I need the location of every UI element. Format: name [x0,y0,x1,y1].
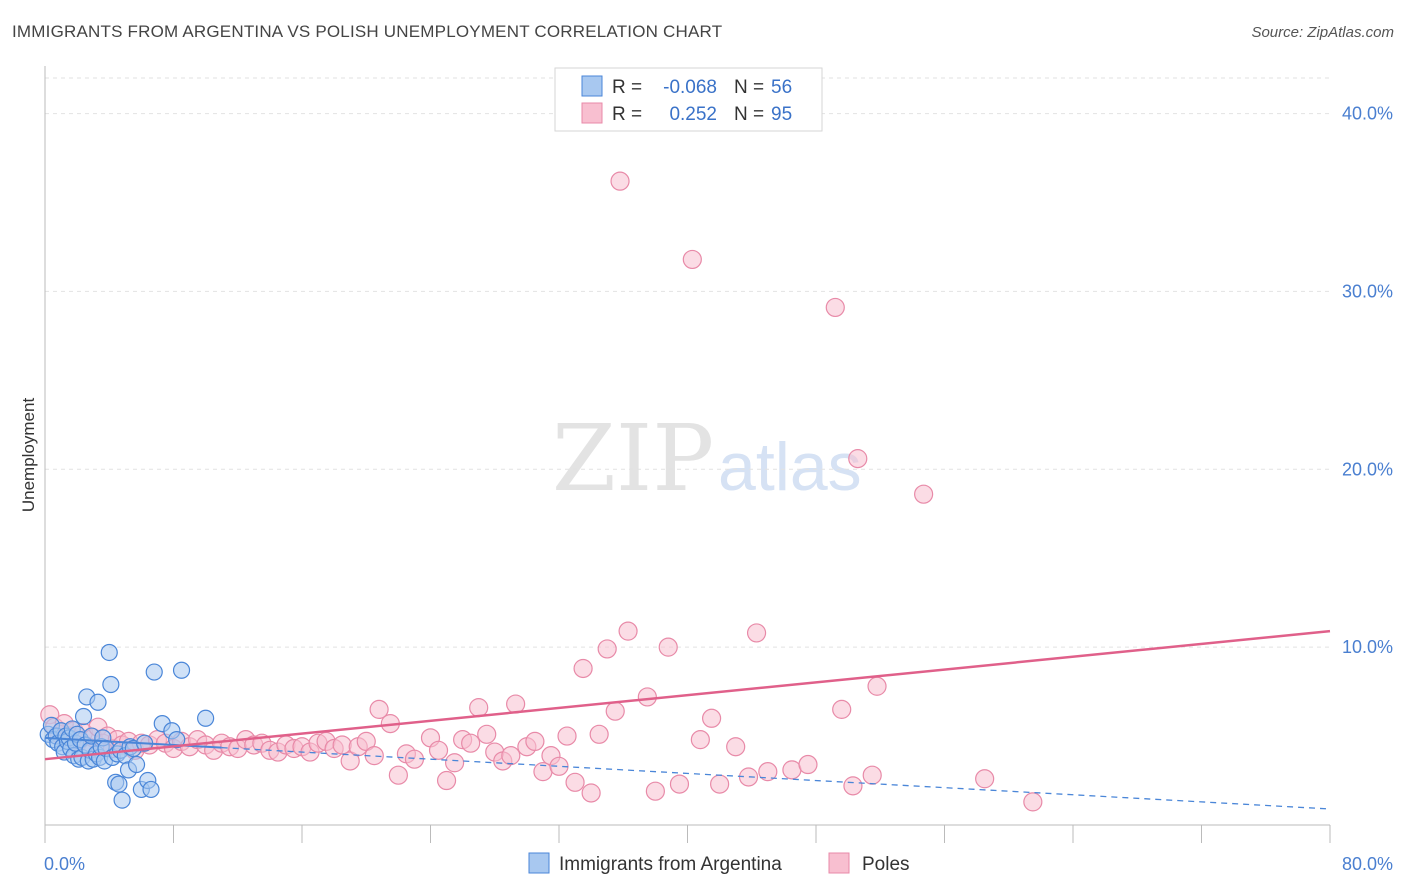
y-tick-labels: 10.0% 20.0% 30.0% 40.0% [1342,104,1393,658]
poles-point-86 [710,774,730,794]
poles-point-98 [867,676,887,696]
y-tick-label-3: 40.0% [1342,104,1393,124]
series-legend-label-poles: Poles [862,854,910,875]
poles-point-93 [825,297,845,318]
poles-point-83 [682,249,702,270]
legend-n-value-argentina: 56 [771,77,792,98]
poles-point-99 [914,484,934,504]
poles-point-82 [669,774,690,794]
poles-point-50 [388,765,408,785]
poles-point-43 [332,735,352,755]
poles-point-60 [477,724,497,744]
legend-r-label-poles: R = [612,104,642,125]
gridlines [45,77,1330,648]
argentina-point-19 [74,707,93,726]
legend-n-label-argentina: N = [734,77,764,98]
series-legend-swatch-poles [828,852,850,874]
poles-point-59 [469,698,489,718]
series-legend-swatch-argentina [528,852,550,874]
argentina-point-55 [197,709,215,727]
poles-point-73 [581,783,601,803]
poles-point-84 [690,730,710,750]
poles-point-85 [701,708,722,728]
source-label: Source: ZipAtlas.com [1251,24,1394,41]
axes [44,66,1331,843]
poles-point-74 [589,724,609,744]
poles-point-75 [597,639,617,659]
poles-point-81 [658,637,678,657]
argentina-point-54 [172,661,191,679]
argentina-point-33 [100,643,118,662]
legend-swatch-argentina [581,75,603,97]
poles-point-77 [610,171,630,191]
poles-point-79 [637,687,657,707]
poles-point-92 [798,754,818,775]
legend-n-value-poles: 95 [771,104,792,125]
legend-n-label-poles: N = [734,104,764,125]
poles-point-90 [758,762,778,782]
y-axis-label: Unemployment [19,398,38,513]
series-legend-label-argentina: Immigrants from Argentina [559,854,782,875]
poles-point-80 [645,781,665,801]
poles-point-64 [506,694,526,714]
trend-lines [44,629,1331,810]
legend-r-value-poles: 0.252 [669,104,717,125]
poles-point-95 [848,449,868,469]
poles-point-63 [501,746,521,766]
poles-point-76 [605,701,625,721]
poles-points [40,171,1043,812]
argentina-point-53 [168,731,186,749]
poles-point-100 [975,769,995,789]
argentina-point-50 [145,663,163,681]
argentina-trend-solid [44,736,222,749]
argentina-trend-dashed [221,746,1331,810]
watermark-zip: ZIP [552,405,714,512]
poles-point-87 [726,737,746,757]
poles-point-96 [843,776,863,796]
poles-point-72 [573,658,593,679]
poles-point-56 [444,753,465,773]
legend-r-value-argentina: -0.068 [663,77,717,98]
poles-point-54 [428,740,449,760]
poles-point-71 [565,772,585,792]
poles-point-58 [461,733,481,753]
poles-point-55 [436,770,457,791]
poles-point-94 [832,699,852,719]
y-tick-label-1: 20.0% [1342,459,1393,479]
series-legend: Immigrants from Argentina Poles [528,852,910,875]
x-tick-labels: 0.0% 80.0% [44,854,1393,874]
poles-point-88 [738,767,759,787]
zipatlas-watermark: ZIP atlas [552,405,862,512]
poles-point-91 [782,760,802,780]
legend-swatch-poles [581,102,603,124]
poles-point-97 [862,765,882,785]
argentina-point-34 [102,675,120,694]
argentina-point-49 [142,780,160,799]
watermark-atlas: atlas [718,429,862,505]
poles-point-89 [746,623,767,643]
argentina-point-38 [110,775,128,793]
y-tick-label-0: 10.0% [1342,637,1393,657]
argentina-points [39,643,215,809]
y-tick-label-2: 30.0% [1342,281,1393,301]
poles-point-78 [618,621,638,641]
poles-point-48 [369,699,389,719]
x-tick-label-min: 0.0% [44,854,85,874]
poles-point-66 [525,731,545,752]
stats-legend: R = -0.068 N = 56 R = 0.252 N = 95 [554,67,823,132]
legend-r-label-argentina: R = [612,77,642,98]
x-tick-label-max: 80.0% [1342,854,1393,874]
poles-trend-line [44,629,1331,761]
chart-title: IMMIGRANTS FROM ARGENTINA VS POLISH UNEM… [12,22,723,41]
argentina-point-40 [113,791,131,809]
poles-point-70 [557,726,577,746]
argentina-point-45 [127,755,146,774]
argentina-point-27 [89,693,107,711]
poles-point-101 [1023,792,1043,812]
